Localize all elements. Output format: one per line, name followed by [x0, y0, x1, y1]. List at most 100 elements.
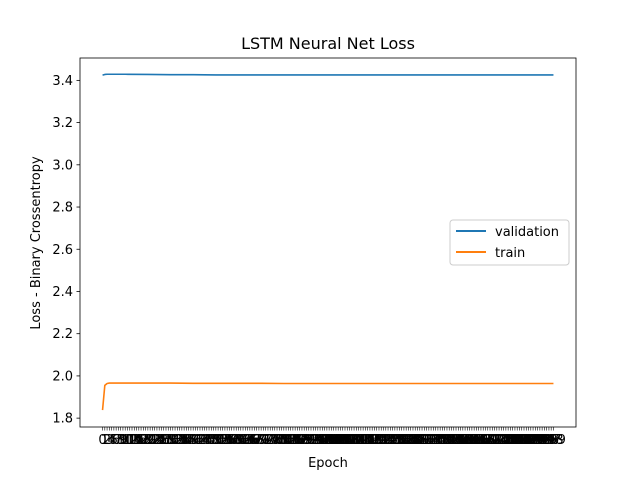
x-tick-label: 25	[151, 433, 168, 448]
x-tick-label: 50	[208, 433, 225, 448]
x-tick-label: 158	[448, 433, 473, 448]
x-tick-label: 130	[385, 433, 410, 448]
x-tick-label: 97	[314, 433, 331, 448]
plot-frame	[79, 57, 577, 428]
x-tick-label: 19	[137, 433, 154, 448]
x-tick-label: 33	[169, 433, 186, 448]
x-tick-label: 136	[398, 433, 423, 448]
x-tick-label: 185	[509, 433, 534, 448]
x-tick-label: 154	[439, 433, 464, 448]
x-tick-label: 119	[360, 433, 385, 448]
x-tick-label: 174	[484, 433, 509, 448]
x-tick-label: 98	[316, 433, 333, 448]
x-tick-label: 103	[324, 433, 349, 448]
x-tick-label: 72	[257, 433, 274, 448]
x-tick-label: 116	[353, 433, 378, 448]
x-tick-label: 81	[278, 433, 295, 448]
x-tick-label: 90	[298, 433, 315, 448]
x-tick-label: 180	[498, 433, 523, 448]
x-tick-label: 94	[307, 433, 324, 448]
x-tick-label: 87	[291, 433, 308, 448]
x-tick-label: 7	[114, 433, 122, 448]
x-tick-label: 63	[237, 433, 254, 448]
x-tick-label: 147	[423, 433, 448, 448]
x-tick-label: 133	[391, 433, 416, 448]
y-tick-label: 2.4	[52, 285, 73, 300]
x-tick-label: 117	[355, 433, 380, 448]
x-tick-label: 101	[319, 433, 344, 448]
x-tick-label: 59	[228, 433, 245, 448]
x-tick-label: 115	[351, 433, 376, 448]
x-tick-label: 153	[437, 433, 462, 448]
x-tick-label: 199	[541, 433, 566, 448]
x-tick-label: 163	[459, 433, 484, 448]
x-tick-label: 118	[358, 433, 383, 448]
x-tick-label: 195	[532, 433, 557, 448]
x-tick-label: 106	[330, 433, 355, 448]
x-tick-label: 20	[140, 433, 157, 448]
x-tick-label: 58	[226, 433, 243, 448]
x-tick-label: 80	[276, 433, 293, 448]
x-tick-label: 170	[475, 433, 500, 448]
x-tick-label: 187	[514, 433, 539, 448]
x-tick-label: 151	[432, 433, 457, 448]
x-tick-label: 84	[285, 433, 302, 448]
x-tick-label: 60	[230, 433, 247, 448]
x-tick-label: 178	[493, 433, 518, 448]
x-tick-label: 66	[244, 433, 261, 448]
x-tick-label: 14	[126, 433, 143, 448]
x-tick-label: 64	[239, 433, 256, 448]
x-tick-label: 4	[107, 433, 115, 448]
x-tick-label: 193	[527, 433, 552, 448]
x-tick-label: 111	[342, 433, 367, 448]
x-tick-label: 77	[269, 433, 286, 448]
x-tick-label: 179	[496, 433, 521, 448]
x-tick-label: 49	[205, 433, 222, 448]
x-tick-label: 132	[389, 433, 414, 448]
y-axis-ticks: 1.8 2.0 2.2 2.4 2.6 2.8 3.0 3.2 3.4	[52, 74, 80, 427]
x-tick-label: 75	[264, 433, 281, 448]
x-tick-label: 189	[518, 433, 543, 448]
x-tick-label: 135	[396, 433, 421, 448]
x-tick-label: 82	[280, 433, 297, 448]
x-tick-label: 38	[180, 433, 197, 448]
y-tick-label: 2.6	[52, 243, 73, 258]
y-tick-label: 3.0	[52, 158, 73, 173]
x-tick-label: 121	[364, 433, 389, 448]
x-tick-label: 176	[489, 433, 514, 448]
legend-label-validation: validation	[495, 225, 559, 240]
x-tick-label: 47	[201, 433, 218, 448]
y-tick-label: 3.2	[52, 116, 73, 131]
x-tick-label: 71	[255, 433, 272, 448]
x-tick-label: 91	[300, 433, 317, 448]
x-tick-label: 192	[525, 433, 550, 448]
x-tick-label: 145	[419, 433, 444, 448]
x-tick-label: 104	[326, 433, 351, 448]
series-layer	[101, 73, 554, 411]
x-tick-label: 131	[387, 433, 412, 448]
x-tick-label: 55	[219, 433, 236, 448]
x-tick-label: 26	[153, 433, 170, 448]
x-tick-label: 134	[394, 433, 419, 448]
legend: validation train	[449, 219, 570, 266]
x-tick-label: 52	[212, 433, 229, 448]
x-tick-label: 169	[473, 433, 498, 448]
x-tick-label: 57	[223, 433, 240, 448]
x-tick-label: 2	[103, 433, 111, 448]
x-tick-label: 51	[210, 433, 227, 448]
x-tick-label: 138	[403, 433, 428, 448]
y-tick-label: 1.8	[52, 412, 73, 427]
x-tick-label: 191	[523, 433, 548, 448]
x-tick-label: 93	[305, 433, 322, 448]
x-tick-label: 36	[176, 433, 193, 448]
x-tick-label: 31	[165, 433, 182, 448]
x-tick-label: 123	[369, 433, 394, 448]
x-tick-label: 107	[333, 433, 358, 448]
x-tick-label: 141	[410, 433, 435, 448]
x-tick-label: 85	[287, 433, 304, 448]
x-tick-label: 83	[282, 433, 299, 448]
x-tick-label: 196	[534, 433, 559, 448]
x-tick-label: 17	[133, 433, 150, 448]
